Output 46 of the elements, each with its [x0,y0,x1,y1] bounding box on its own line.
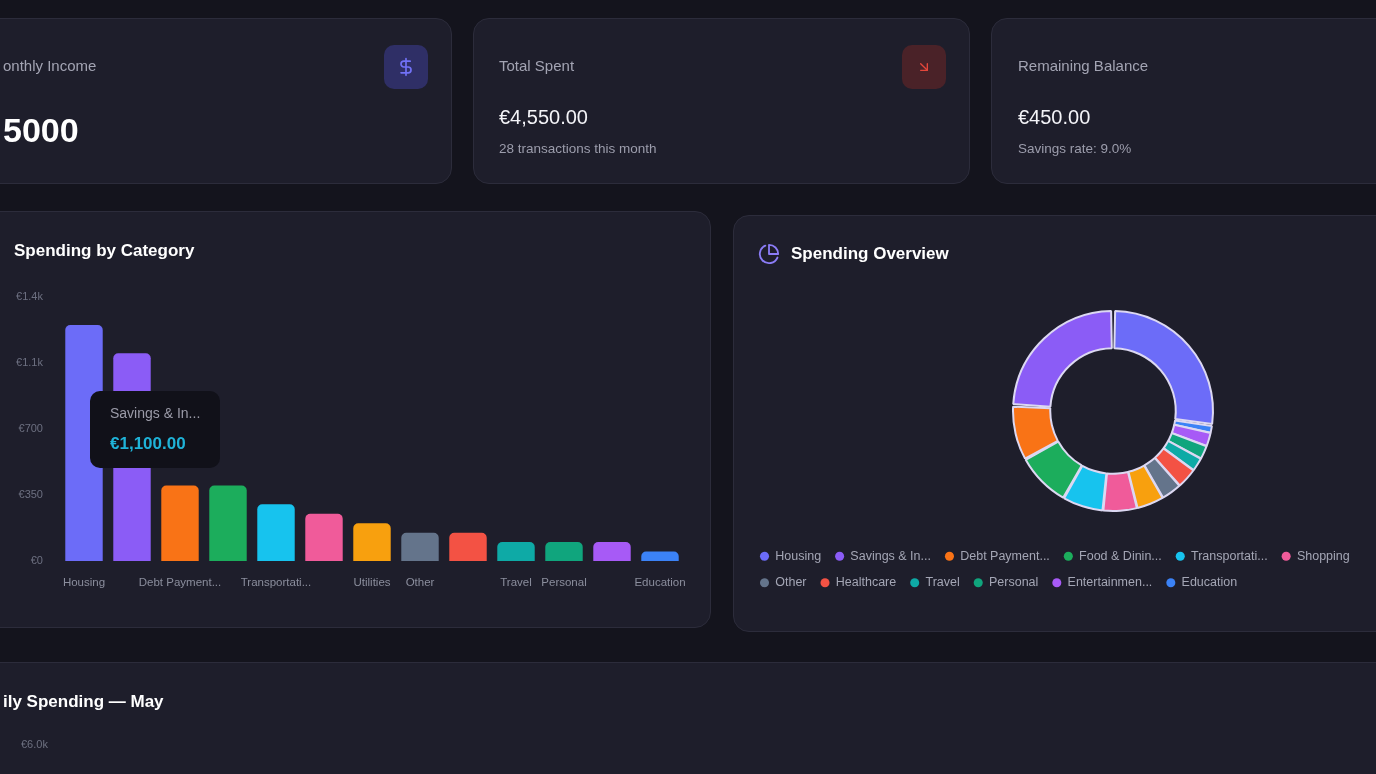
chart-title: Spending by Category [14,240,195,262]
legend-label: Transportati... [1191,548,1268,563]
y-tick-label: €350 [18,487,43,500]
text: Savings rate: 9.0% [1018,140,1132,158]
x-tick-label: Education [634,576,686,589]
legend-label: Healthcare [835,575,897,590]
text: 5000 [3,109,79,151]
y-tick-label: €0 [30,554,43,567]
bar [593,542,631,561]
legend-label: Shopping [1296,548,1350,563]
x-tick-label: Utilities [353,576,391,589]
legend-label: Debt Payment... [960,548,1050,563]
annotation: Savings & In... [110,405,201,422]
bar [161,485,199,561]
bar [641,551,679,561]
bar [305,513,343,561]
x-tick-label: Personal [541,576,587,589]
bar [209,485,247,561]
bar [545,542,583,561]
text: €6.0k [21,738,48,752]
bar [257,504,295,561]
bar [449,532,487,561]
data-label: €1,100.00 [110,433,187,455]
chart-title: Spending Overview [791,243,949,265]
text: €4,550.00 [499,105,588,129]
y-tick-label: €1.1k [16,355,44,368]
legend-label: Entertainmen... [1067,575,1153,590]
bar [497,542,535,561]
bar [353,523,391,561]
legend-label: Housing [775,548,822,563]
x-tick-label: Other [405,576,435,589]
x-tick-label: Debt Payment... [138,576,222,589]
text: ily Spending — May [3,691,164,713]
bar [401,532,439,561]
text: €450.00 [1018,105,1091,129]
text: 28 transactions this month [499,140,657,158]
x-tick-label: Housing [62,576,106,589]
x-tick-label: Transportati... [240,576,312,589]
legend-label: Savings & In... [850,548,931,563]
x-tick-label: Travel [500,576,532,589]
y-tick-label: €1.4k [16,289,44,302]
text: Total Spent [499,57,575,75]
text: onthly Income [3,57,97,75]
legend-label: Food & Dinin... [1079,548,1162,563]
y-tick-label: €700 [18,421,43,434]
text: Remaining Balance [1018,57,1149,75]
